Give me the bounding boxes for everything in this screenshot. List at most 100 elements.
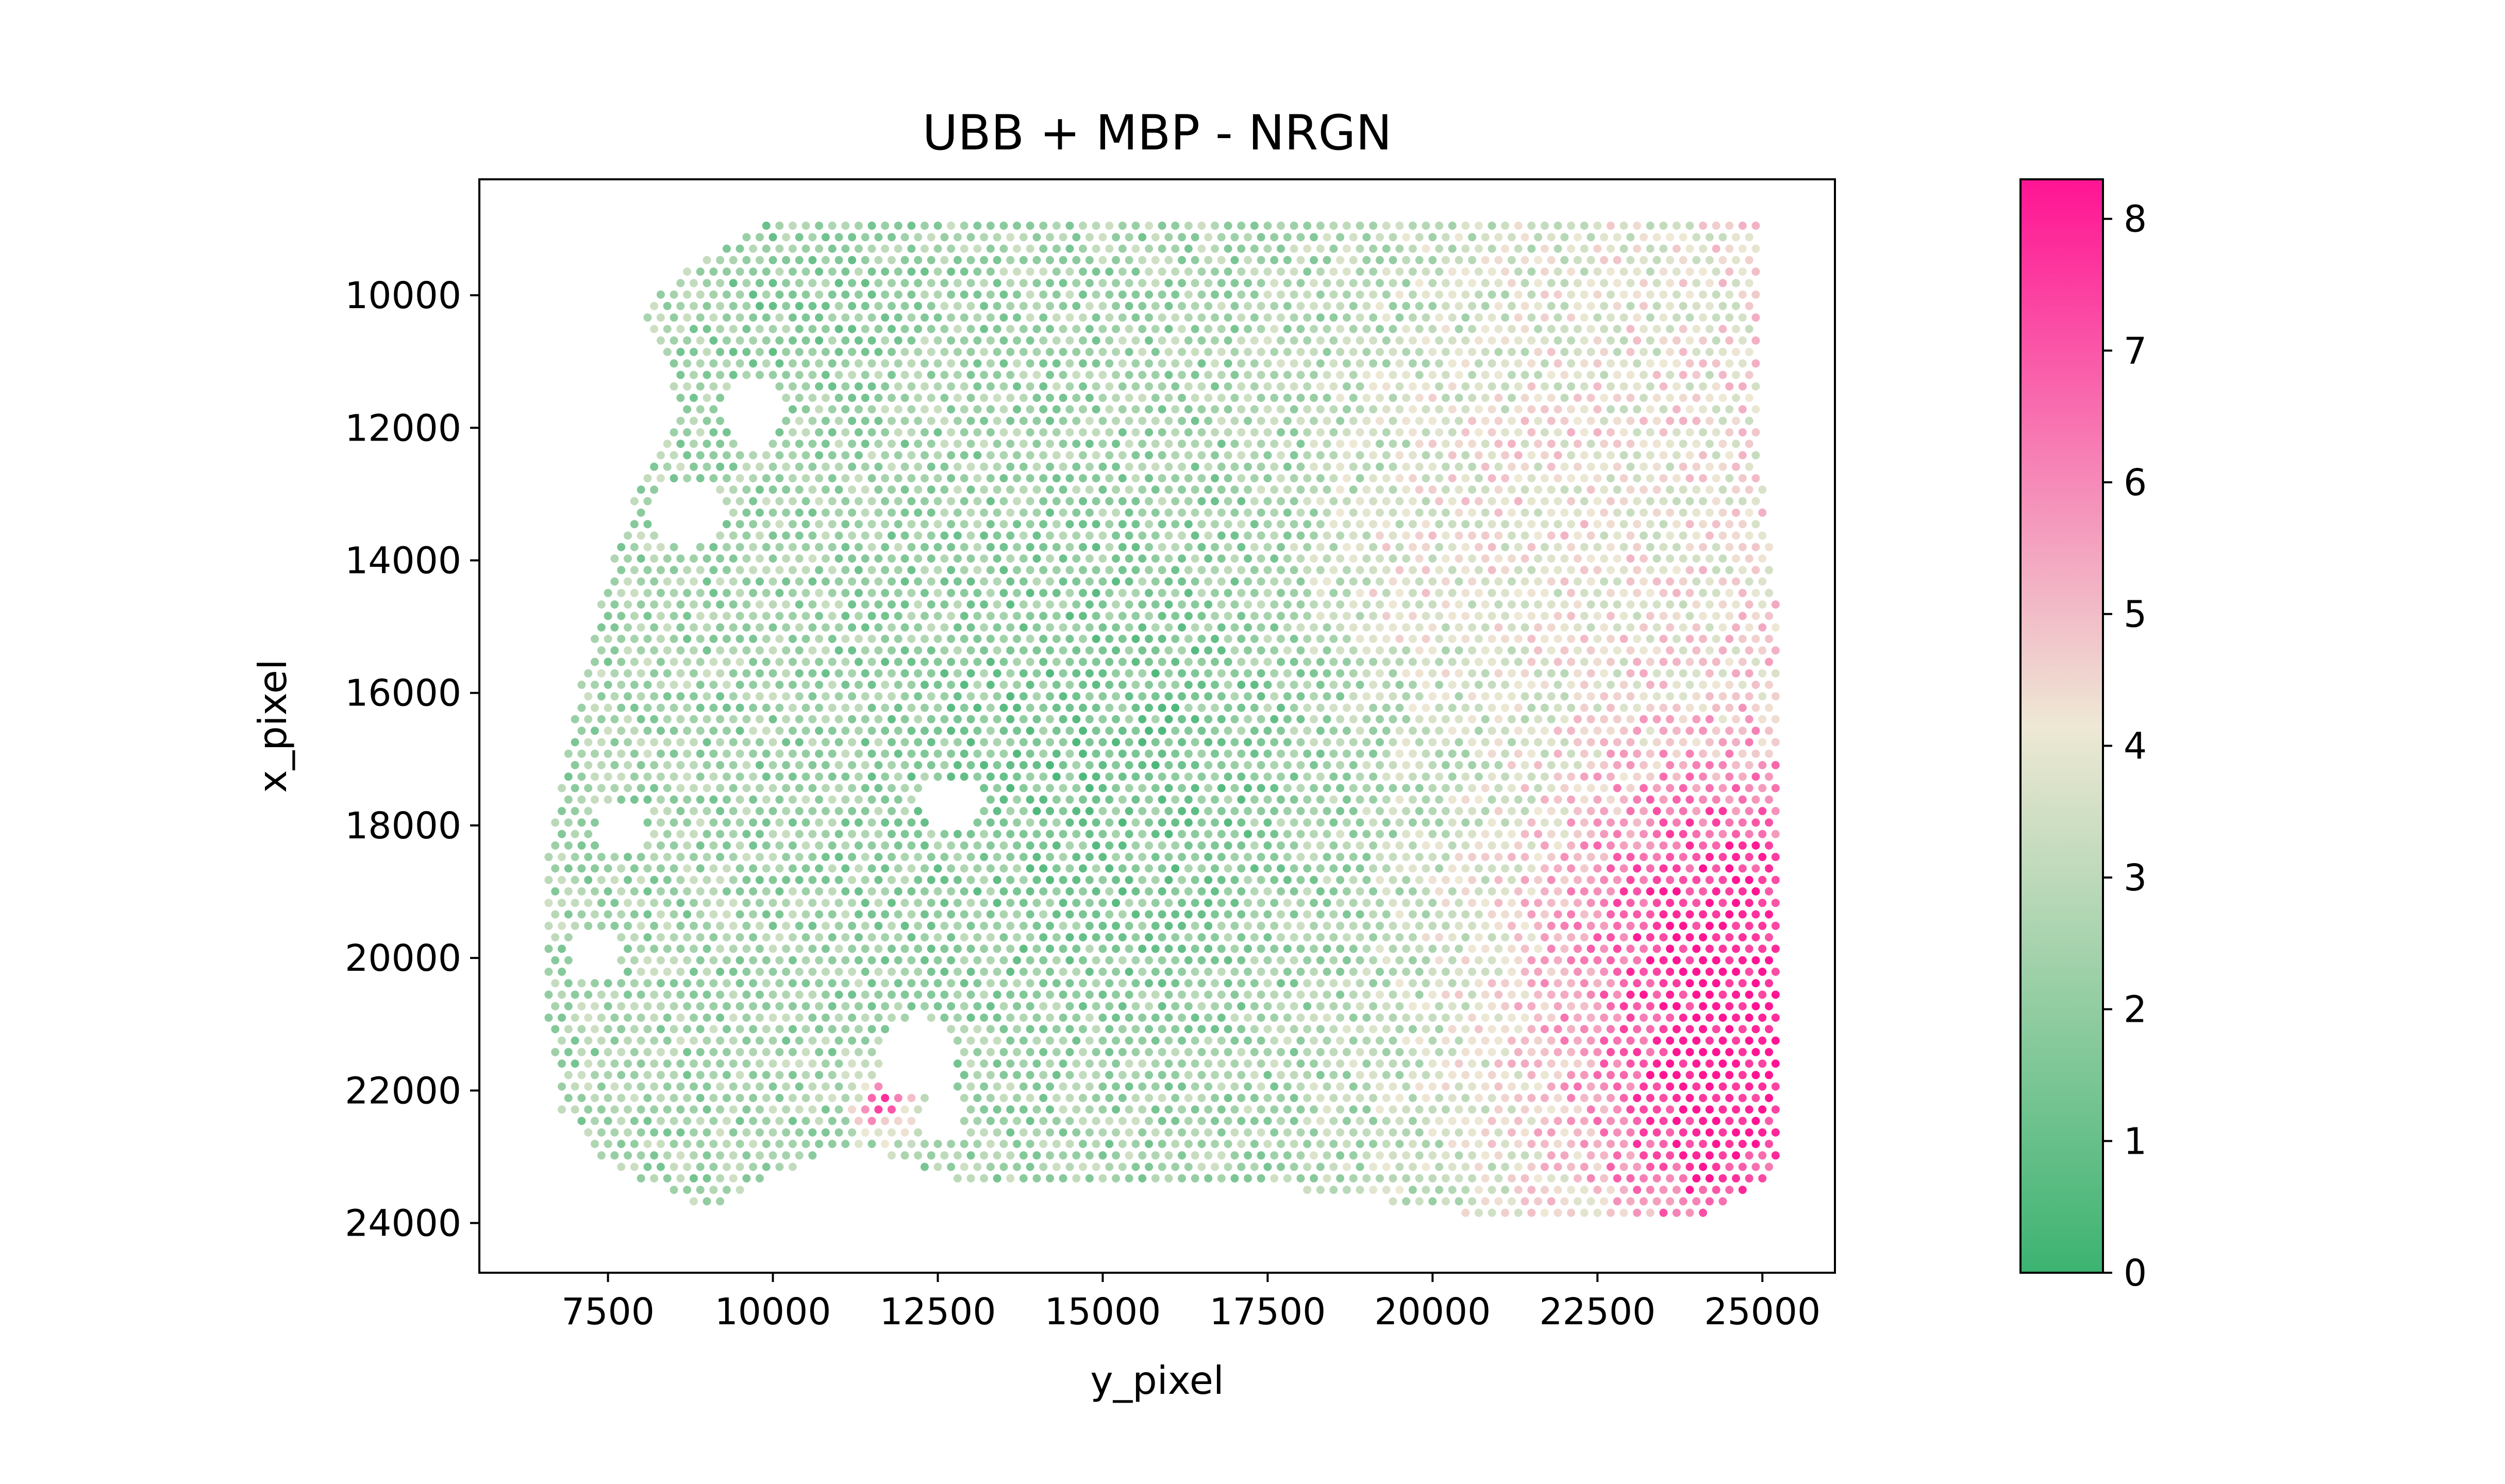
data-point xyxy=(848,875,857,884)
data-point xyxy=(742,554,751,563)
data-point xyxy=(1395,703,1404,712)
data-point xyxy=(986,244,995,253)
data-point xyxy=(1290,382,1298,391)
data-point xyxy=(755,325,764,333)
data-point xyxy=(1283,623,1292,632)
data-point xyxy=(1461,818,1470,827)
data-point xyxy=(729,830,738,838)
data-point xyxy=(1481,440,1490,448)
data-point xyxy=(1211,336,1219,345)
data-point xyxy=(920,588,929,597)
data-point xyxy=(1501,520,1510,529)
data-point xyxy=(1263,222,1272,230)
data-point xyxy=(953,508,962,517)
data-point xyxy=(1422,657,1430,666)
data-point xyxy=(874,830,883,838)
data-point xyxy=(1085,301,1094,310)
data-point xyxy=(867,222,876,230)
data-point xyxy=(650,485,659,494)
data-point xyxy=(854,313,863,322)
data-point xyxy=(1718,715,1727,723)
data-point xyxy=(1065,336,1074,345)
data-point xyxy=(1356,359,1364,368)
data-point xyxy=(1685,681,1694,689)
data-point xyxy=(1290,497,1298,505)
data-point xyxy=(1178,485,1186,494)
data-point xyxy=(722,749,731,758)
data-point xyxy=(1633,566,1642,575)
data-point xyxy=(1204,669,1213,678)
data-point xyxy=(1567,290,1576,299)
data-point xyxy=(947,497,956,505)
data-point xyxy=(742,875,751,884)
data-point xyxy=(1164,554,1173,563)
data-point xyxy=(808,807,817,815)
data-point xyxy=(1751,474,1760,483)
data-point xyxy=(551,864,560,873)
data-point xyxy=(1408,497,1417,505)
data-point xyxy=(1184,336,1193,345)
data-point xyxy=(1342,612,1351,620)
data-point xyxy=(597,784,606,792)
data-point xyxy=(1481,623,1490,632)
data-point xyxy=(1296,830,1305,838)
data-point xyxy=(1145,841,1153,850)
data-point xyxy=(1685,336,1694,345)
data-point xyxy=(808,669,817,678)
data-point xyxy=(1751,405,1760,414)
data-point xyxy=(729,853,738,862)
data-point xyxy=(953,738,962,747)
data-point xyxy=(1455,784,1463,792)
data-point xyxy=(854,657,863,666)
data-point xyxy=(887,807,896,815)
data-point xyxy=(1145,313,1153,322)
data-point xyxy=(1633,818,1642,827)
data-point xyxy=(1204,416,1213,425)
data-point xyxy=(1211,703,1219,712)
data-point xyxy=(749,543,758,551)
data-point xyxy=(1593,267,1602,276)
data-point xyxy=(650,301,659,310)
data-point xyxy=(1659,405,1668,414)
data-point xyxy=(742,738,751,747)
data-point xyxy=(1600,738,1609,747)
data-point xyxy=(1125,370,1133,379)
data-point xyxy=(722,543,731,551)
data-point xyxy=(1554,267,1562,276)
data-point xyxy=(637,531,645,540)
data-point xyxy=(1448,612,1457,620)
data-point xyxy=(986,727,995,735)
data-point xyxy=(933,634,942,643)
data-point xyxy=(617,864,626,873)
data-point xyxy=(676,416,685,425)
data-point xyxy=(1085,738,1094,747)
data-point xyxy=(1389,440,1397,448)
data-point xyxy=(1072,325,1081,333)
data-point xyxy=(1178,692,1186,701)
data-point xyxy=(1507,784,1516,792)
data-point xyxy=(1178,531,1186,540)
data-point xyxy=(1098,692,1107,701)
data-point xyxy=(1685,428,1694,436)
data-point xyxy=(1230,875,1239,884)
data-point xyxy=(1217,738,1226,747)
data-point xyxy=(1639,531,1648,540)
data-point xyxy=(1659,588,1668,597)
data-point xyxy=(1191,462,1199,471)
data-point xyxy=(1032,485,1041,494)
data-point xyxy=(1481,807,1490,815)
data-point xyxy=(1633,359,1642,368)
data-point xyxy=(1257,485,1265,494)
data-point xyxy=(933,864,942,873)
data-point xyxy=(1639,256,1648,264)
data-point xyxy=(1178,325,1186,333)
data-point xyxy=(920,244,929,253)
data-point xyxy=(788,405,797,414)
data-point xyxy=(1303,451,1312,460)
data-point xyxy=(854,749,863,758)
data-point xyxy=(736,566,744,575)
data-point xyxy=(1098,325,1107,333)
data-point xyxy=(1389,554,1397,563)
data-point xyxy=(1408,290,1417,299)
data-point xyxy=(1342,451,1351,460)
